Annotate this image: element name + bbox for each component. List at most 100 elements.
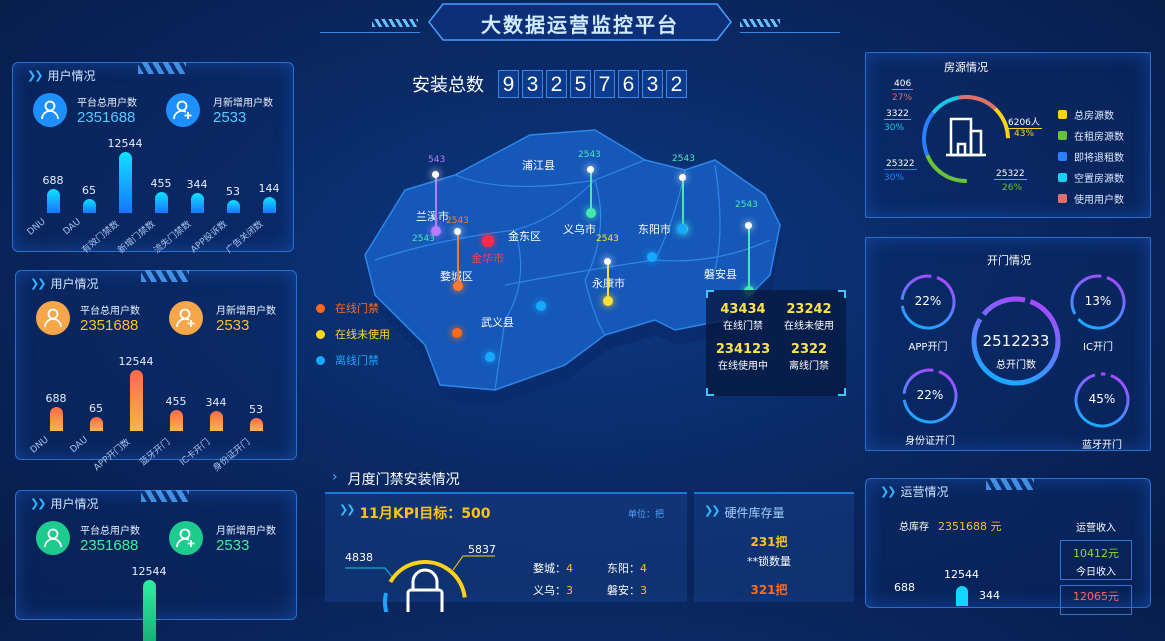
map-region-label[interactable]: 金东区 <box>508 230 541 243</box>
bar-label: DAU <box>69 435 91 456</box>
map-marker[interactable] <box>536 301 546 311</box>
door-type-ring[interactable] <box>1068 272 1128 336</box>
map-region-label[interactable]: 武义县 <box>481 316 514 329</box>
housing-legend-item[interactable]: 即将退租数 <box>1058 149 1124 164</box>
map-marker[interactable] <box>677 224 687 234</box>
door-ring-percent: 45% <box>1088 392 1116 406</box>
lock-icon <box>406 568 444 612</box>
map-region-label[interactable]: 义乌市 <box>563 223 596 236</box>
bar-value: 65 <box>89 402 103 415</box>
ops-panel: ❯❯ 运营情况 总库存 2351688 元 运营收入 10412元 今日收入 12… <box>865 478 1151 615</box>
housing-callout: 406 <box>892 79 914 90</box>
new-users-label: 月新增用户数 <box>216 526 276 537</box>
double-chevron-icon: ❯❯ <box>27 69 44 82</box>
bar-value: 144 <box>258 182 280 195</box>
kpi-item-value: 3 <box>640 584 647 597</box>
bar-label: APP投诉数 <box>189 219 230 256</box>
map-marker[interactable] <box>647 252 657 262</box>
header-banner: 大数据运营监控平台 <box>425 2 735 42</box>
bar[interactable] <box>250 418 263 431</box>
map-legend-item[interactable]: 离线门禁 <box>316 352 390 368</box>
next-income-card[interactable]: 12065元 <box>1060 585 1132 615</box>
map-stats-box: 43434 在线门禁 23242 在线未使用 234123 在线使用中 2322 离线门禁 <box>706 290 846 396</box>
map-region-label[interactable]: 永康市 <box>592 277 625 290</box>
bar[interactable] <box>119 152 132 213</box>
bar[interactable] <box>227 200 240 213</box>
housing-legend-item[interactable]: 在租房源数 <box>1058 128 1124 143</box>
map-region-label[interactable]: 磐安县 <box>704 268 737 281</box>
user-bar-chart: 12544 <box>38 491 286 641</box>
map-legend-item[interactable]: 在线门禁 <box>316 300 390 316</box>
map-marker[interactable] <box>452 328 462 338</box>
map-pin-head[interactable] <box>679 174 686 181</box>
panel-title: 用户情况 <box>47 69 96 83</box>
bar[interactable] <box>170 410 183 431</box>
bar[interactable] <box>191 193 204 213</box>
map-region-label[interactable]: 东阳市 <box>638 223 671 236</box>
map-pin-base[interactable] <box>586 208 596 218</box>
user-bar-chart: 688 DNU 65 DAU 12544 有效门禁数 455 新增门禁数 344 流失门禁数 53 A… <box>25 63 283 256</box>
door-ring-percent: 22% <box>914 294 942 308</box>
bar[interactable] <box>143 580 156 641</box>
map-legend-item[interactable]: 在线未使用 <box>316 326 390 342</box>
bar[interactable] <box>210 411 223 431</box>
callout-pct: 27% <box>892 93 913 103</box>
bar[interactable] <box>83 199 96 213</box>
legend-label: 使用用户数 <box>1074 195 1124 206</box>
kpi-item-name: 婺城： <box>533 562 566 575</box>
user-bar-chart: 688 DNU 65 DAU 12544 APP开门数 455 蓝牙开门 344 IC卡开门 53 身… <box>28 271 286 474</box>
bar[interactable] <box>130 370 143 431</box>
map-pin-base[interactable] <box>431 226 441 236</box>
map-marker[interactable] <box>485 352 495 362</box>
housing-legend-item[interactable]: 总房源数 <box>1058 107 1124 122</box>
door-type-ring[interactable] <box>1072 370 1132 434</box>
legend-label: 在线未使用 <box>335 328 390 341</box>
kpi-item: 婺城：4 <box>533 560 607 576</box>
door-type-ring[interactable] <box>898 272 958 336</box>
total-doors-ring[interactable] <box>970 295 1062 391</box>
map-pin-head[interactable] <box>745 222 752 229</box>
new-users-label: 月新增用户数 <box>216 306 276 317</box>
map-pin-head[interactable] <box>604 258 611 265</box>
housing-legend-item[interactable]: 使用用户数 <box>1058 191 1124 206</box>
door-type-ring[interactable] <box>900 366 960 430</box>
building-icon <box>946 117 986 157</box>
map-region-label[interactable]: 兰溪市 <box>416 210 449 223</box>
map-pin-head[interactable] <box>454 228 461 235</box>
kpi-items: 婺城：4 东阳：4 义乌：3 磐安：3 <box>533 560 667 598</box>
legend-swatch <box>1058 152 1067 161</box>
page-title: 大数据运营监控平台 <box>481 13 679 37</box>
install-total-label: 安装总数 <box>412 75 484 96</box>
map-city-label[interactable]: 金华市 <box>471 252 504 265</box>
legend-swatch <box>1058 110 1067 119</box>
region-map[interactable] <box>355 120 785 410</box>
city-marker[interactable] <box>482 235 494 247</box>
new-users-label: 月新增用户数 <box>213 98 273 109</box>
hardware-value-1: 231把 <box>750 535 788 549</box>
map-region-label[interactable]: 婺城区 <box>440 268 473 284</box>
map-pin-base[interactable] <box>603 296 613 306</box>
map-pin-head[interactable] <box>432 171 439 178</box>
bar[interactable] <box>47 189 60 213</box>
map-pin-head[interactable] <box>587 166 594 173</box>
bar[interactable] <box>90 417 103 431</box>
housing-legend-item[interactable]: 空置房源数 <box>1058 170 1124 185</box>
total-users-value: 2351688 <box>77 109 136 126</box>
map-pin-base[interactable] <box>453 281 463 291</box>
add-user-icon <box>169 301 203 335</box>
banner-line-left <box>320 32 420 33</box>
kpi-item-value: 4 <box>640 562 647 575</box>
bar-label: DAU <box>62 217 84 238</box>
bar[interactable] <box>50 407 63 431</box>
callout-value: 6206人 <box>1008 118 1040 128</box>
bar[interactable] <box>263 197 276 213</box>
kpi-item-value: 4 <box>566 562 573 575</box>
map-region-label[interactable]: 浦江县 <box>522 159 555 172</box>
kpi-item-value: 3 <box>566 584 573 597</box>
today-income-card[interactable]: 10412元 今日收入 <box>1060 540 1132 580</box>
bar[interactable] <box>155 192 168 213</box>
hardware-value-2: 321把 <box>750 583 788 597</box>
kpi-item: 义乌：3 <box>533 582 607 598</box>
map-stat-value: 2322 <box>790 342 828 357</box>
